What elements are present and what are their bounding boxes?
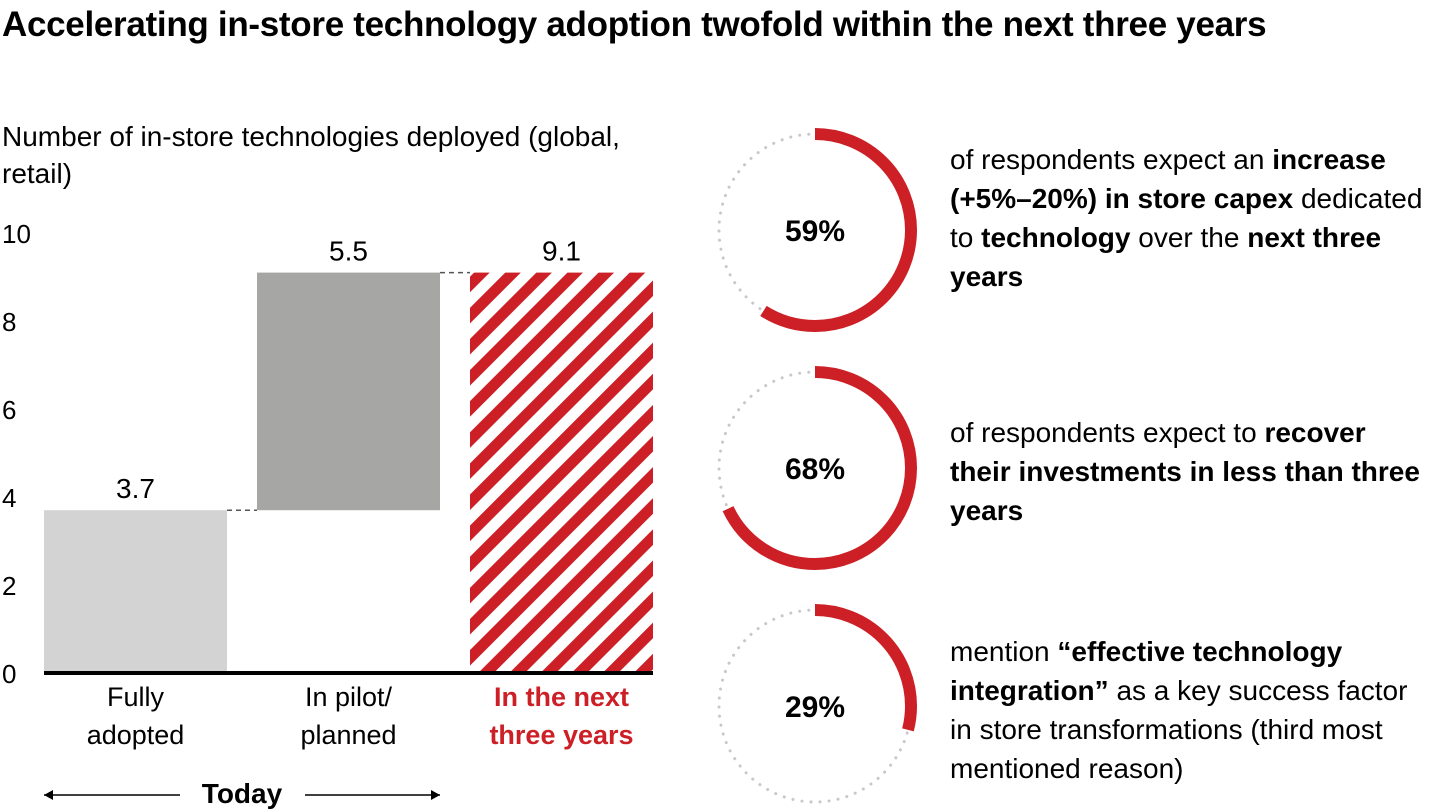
- stat-emphasis: “effective technology integration”: [950, 636, 1343, 706]
- y-tick-label: 4: [2, 483, 16, 513]
- donut-arc: [713, 128, 917, 332]
- donut-arc: [713, 366, 917, 570]
- donut-1: 59%: [711, 125, 919, 334]
- donut-2: 68%: [711, 364, 919, 573]
- today-bracket: Today: [44, 778, 440, 809]
- stat-text: mention: [950, 636, 1058, 667]
- stat-text: of respondents expect to: [950, 417, 1265, 448]
- stat-description: of respondents expect an increase (+5%–2…: [950, 140, 1430, 296]
- donut-value: 59%: [785, 215, 845, 248]
- left-arrowhead-icon: [44, 790, 53, 800]
- donut-value: 29%: [785, 691, 845, 724]
- today-label: Today: [202, 778, 283, 809]
- chart-title: Accelerating in-store technology adoptio…: [2, 5, 1267, 44]
- data-label: 5.5: [329, 236, 368, 267]
- donut-value: 68%: [785, 453, 845, 486]
- stat-emphasis: recover their investments in less than t…: [950, 417, 1420, 526]
- category-label: In the next: [494, 682, 629, 712]
- y-tick-label: 0: [2, 659, 16, 689]
- category-label: adopted: [87, 720, 185, 750]
- category-label: planned: [300, 720, 396, 750]
- stat-text: as a key success factor in store transfo…: [950, 675, 1408, 784]
- stat-emphasis: increase (+5%–20%) in store capex: [950, 144, 1386, 214]
- right-arrowhead-icon: [431, 790, 440, 800]
- y-tick-label: 2: [2, 571, 16, 601]
- y-tick-label: 6: [2, 395, 16, 425]
- category-label: three years: [489, 720, 633, 750]
- stat-emphasis: technology: [981, 222, 1131, 253]
- y-tick-label: 10: [2, 219, 31, 249]
- stat-text: dedicated to: [950, 183, 1423, 253]
- donut-arc: [713, 604, 917, 808]
- donut-3: 29%: [711, 602, 919, 810]
- bar-3: [470, 272, 653, 673]
- bar-2: [257, 272, 440, 511]
- bar-1: [44, 510, 227, 673]
- stat-text: of respondents expect an: [950, 144, 1273, 175]
- stat-emphasis: next three years: [950, 222, 1382, 292]
- stat-text: over the: [1130, 222, 1248, 253]
- category-label: In pilot/: [305, 682, 393, 712]
- category-label: Fully: [107, 682, 165, 712]
- y-tick-label: 8: [2, 307, 16, 337]
- data-label: 9.1: [542, 236, 581, 267]
- chart-subtitle: Number of in-store technologies deployed…: [2, 121, 620, 189]
- stat-description: of respondents expect to recover their i…: [950, 413, 1430, 530]
- data-label: 3.7: [116, 473, 155, 504]
- stat-description: mention “effective technology integratio…: [950, 632, 1430, 788]
